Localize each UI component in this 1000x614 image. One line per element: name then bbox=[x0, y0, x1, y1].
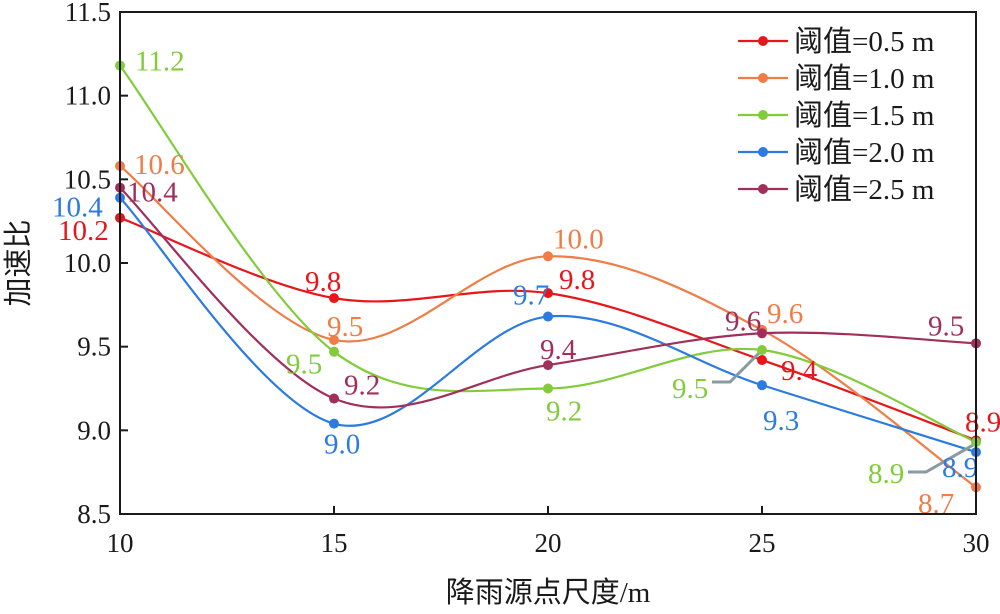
data-point bbox=[543, 251, 553, 262]
x-tick-label: 30 bbox=[963, 528, 990, 558]
data-label: 9.3 bbox=[763, 405, 799, 437]
data-point bbox=[757, 345, 767, 356]
data-labels: 10.2 9.8 9.8 9.4 8.9 10.6 9.5 10.0 9.6 8.7 11.2 9.5… bbox=[52, 46, 1000, 521]
data-label: 9.4 bbox=[540, 334, 577, 366]
axis-ticks bbox=[119, 11, 977, 515]
legend-marker bbox=[758, 36, 768, 46]
data-label: 9.5 bbox=[286, 349, 322, 381]
data-label: 9.5 bbox=[928, 310, 964, 342]
y-tick-label: 10.0 bbox=[64, 248, 111, 278]
legend-marker bbox=[758, 184, 768, 194]
x-axis-title: 降雨源点尺度/m bbox=[446, 576, 651, 609]
data-label: 8.9 bbox=[965, 406, 1000, 438]
data-label: 10.0 bbox=[553, 223, 604, 255]
data-point bbox=[329, 418, 339, 429]
data-label: 9.7 bbox=[513, 280, 549, 312]
x-tick-label: 20 bbox=[535, 528, 562, 558]
legend-label: 阈值=0.5 m bbox=[794, 25, 935, 58]
data-label: 9.4 bbox=[781, 355, 818, 387]
x-tick-label: 10 bbox=[107, 528, 134, 558]
data-label: 8.9 bbox=[868, 458, 904, 490]
data-point bbox=[543, 383, 553, 394]
data-label: 9.8 bbox=[305, 266, 341, 298]
leader-line bbox=[908, 443, 974, 474]
data-label: 8.7 bbox=[918, 488, 954, 520]
x-tick-label: 15 bbox=[321, 528, 348, 558]
legend-marker bbox=[758, 73, 768, 83]
legend-label: 阈值=2.0 m bbox=[794, 136, 935, 169]
y-tick-label: 11.5 bbox=[65, 0, 111, 27]
data-label: 10.6 bbox=[134, 149, 185, 181]
data-point bbox=[757, 328, 767, 339]
data-label: 9.6 bbox=[767, 298, 803, 330]
legend-marker bbox=[758, 110, 768, 120]
data-point bbox=[329, 393, 339, 404]
legend-label: 阈值=1.5 m bbox=[794, 99, 935, 132]
label-leader-lines bbox=[712, 351, 974, 474]
data-point bbox=[329, 293, 339, 304]
data-label: 9.2 bbox=[344, 370, 380, 402]
data-label: 9.5 bbox=[672, 373, 708, 405]
legend: 阈值=0.5 m 阈值=1.0 m 阈值=1.5 m 阈值=2.0 m 阈值=2.5 m bbox=[738, 25, 935, 206]
series-lines bbox=[119, 64, 977, 489]
data-point bbox=[329, 346, 339, 357]
series-line bbox=[119, 64, 977, 444]
series-line bbox=[119, 165, 977, 489]
y-axis-title: 加速比 bbox=[2, 219, 35, 306]
data-label: 10.2 bbox=[58, 215, 109, 247]
tick-labels: 10 15 20 25 30 8.5 9.0 9.5 10.0 10.5 11.0 11.5 bbox=[64, 0, 990, 558]
y-tick-label: 9.0 bbox=[77, 415, 111, 445]
data-label: 10.4 bbox=[127, 177, 178, 209]
series-line bbox=[119, 186, 977, 409]
legend-label: 阈值=1.0 m bbox=[794, 62, 935, 95]
data-point bbox=[757, 355, 767, 366]
legend-marker bbox=[758, 147, 768, 157]
data-point bbox=[543, 360, 553, 371]
data-label: 10.4 bbox=[52, 192, 103, 224]
data-point bbox=[757, 380, 767, 391]
x-tick-label: 25 bbox=[749, 528, 776, 558]
data-label: 8.9 bbox=[942, 452, 978, 484]
data-label: 9.6 bbox=[725, 305, 761, 337]
data-point bbox=[543, 311, 553, 322]
data-point bbox=[543, 288, 553, 299]
data-label: 9.5 bbox=[327, 311, 363, 343]
data-point bbox=[329, 334, 339, 345]
y-tick-label: 8.5 bbox=[77, 499, 111, 529]
y-tick-label: 11.0 bbox=[65, 81, 111, 111]
data-label: 11.2 bbox=[135, 46, 185, 78]
series-line bbox=[119, 196, 977, 454]
data-label: 9.0 bbox=[324, 429, 360, 461]
legend-label: 阈值=2.5 m bbox=[794, 173, 935, 206]
y-tick-label: 9.5 bbox=[77, 332, 111, 362]
data-label: 9.8 bbox=[559, 264, 595, 296]
leader-line bbox=[712, 351, 761, 384]
y-tick-label: 10.5 bbox=[64, 164, 111, 194]
data-label: 9.2 bbox=[546, 396, 582, 428]
